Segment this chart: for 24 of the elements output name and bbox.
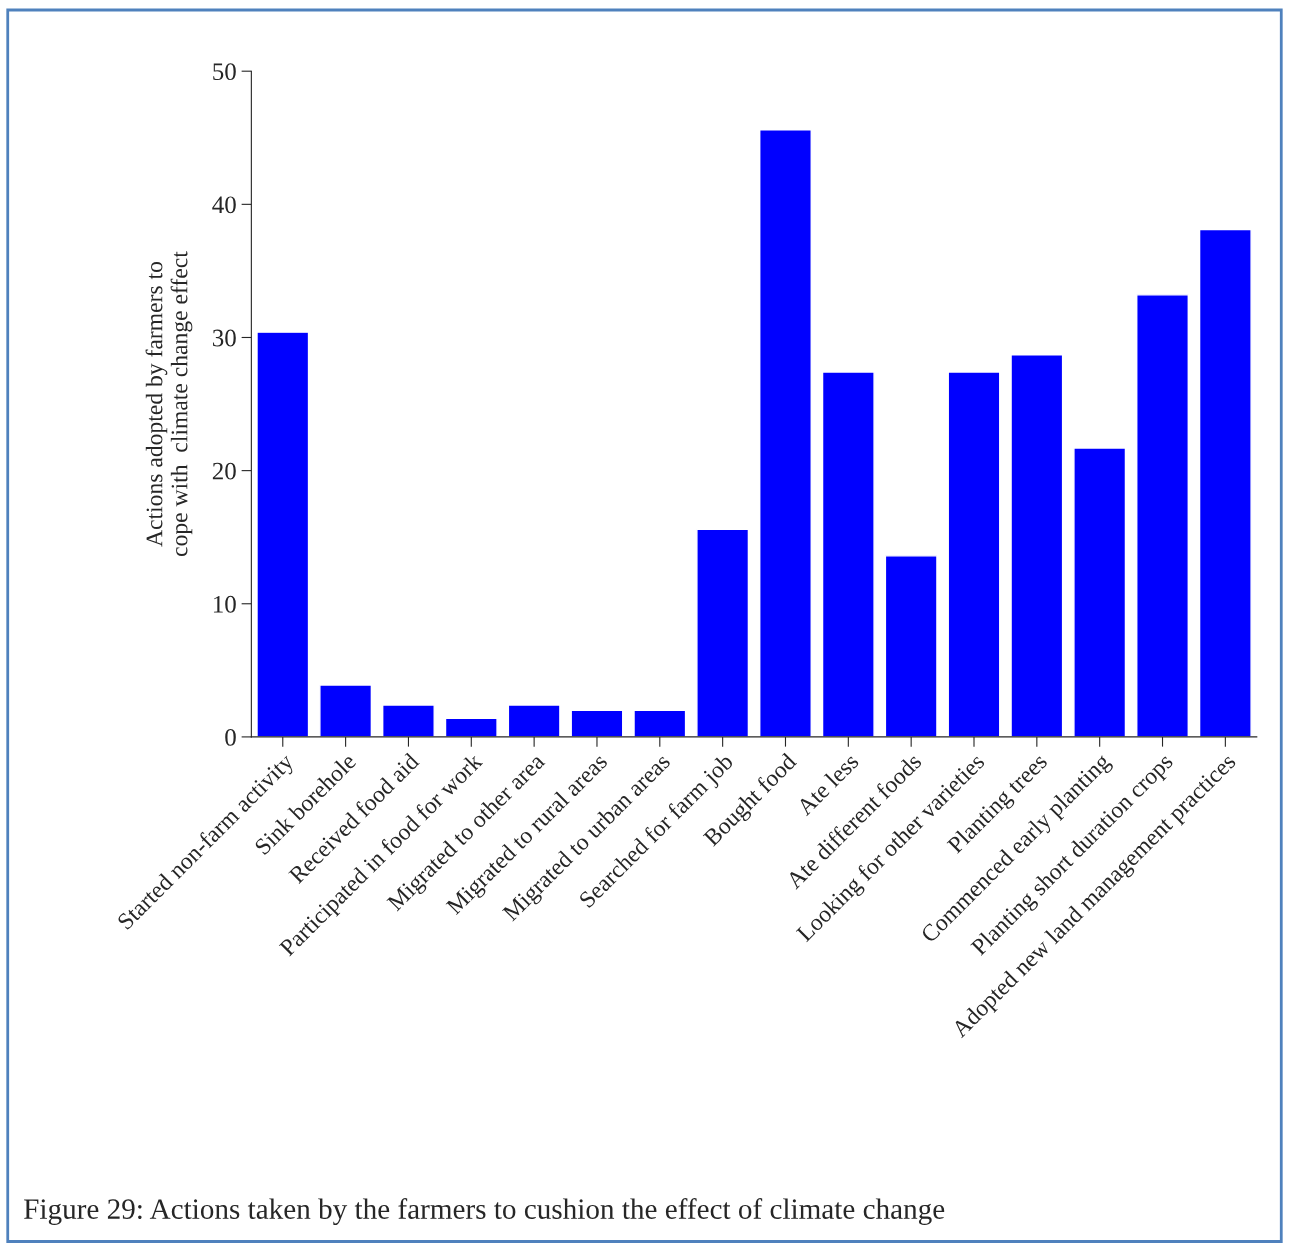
- bar: [256, 331, 310, 737]
- bar: [1136, 294, 1189, 737]
- y-axis-title: Actions adopted by farmers to cope with climate change effect: [145, 251, 193, 557]
- bar: [884, 555, 938, 737]
- y-tick-label: 40: [212, 196, 236, 214]
- bar: [633, 709, 687, 737]
- y-tick-label: 30: [212, 329, 236, 347]
- y-tick-label: 0: [225, 728, 236, 746]
- bar: [381, 704, 435, 737]
- bar: [444, 717, 498, 737]
- bar: [1010, 354, 1064, 737]
- bar: [947, 371, 1001, 737]
- bar: [1198, 228, 1252, 737]
- caption: Figure 29: Actions taken by the farmers to cushion the effect of climate change: [24, 1198, 945, 1225]
- bar: [1073, 447, 1127, 737]
- bar: [570, 709, 624, 737]
- bar: [759, 129, 812, 737]
- y-tick-label: 10: [213, 595, 236, 613]
- bar: [507, 704, 561, 737]
- y-tick-label: 20: [212, 462, 236, 480]
- bar: [696, 528, 750, 737]
- y-tick-label: 50: [213, 63, 236, 81]
- bar: [319, 684, 373, 737]
- bar: [821, 371, 875, 737]
